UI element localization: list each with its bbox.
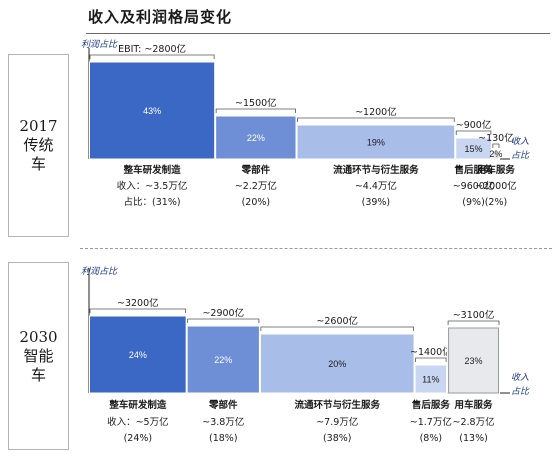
bar-value-label: 23% xyxy=(465,356,483,366)
y-axis-label: 利润占比 xyxy=(81,266,118,277)
bar-value-label: 2% xyxy=(489,149,502,159)
profit-label: ~1400亿 xyxy=(410,346,452,358)
x-axis-label: 收入 xyxy=(511,136,529,147)
bar xyxy=(447,327,500,394)
revenue-label: ~2.8万亿 xyxy=(453,416,495,428)
bar xyxy=(455,137,492,160)
category-label: 整车研发制造 xyxy=(123,164,182,176)
revenue-label: 收入：~5万亿 xyxy=(107,416,169,428)
profit-bracket xyxy=(187,318,260,323)
profit-label: ~3200亿 xyxy=(117,297,159,309)
category-label: 用车服务 xyxy=(454,399,494,411)
profit-bracket xyxy=(415,357,447,362)
profit-label: EBIT: ~2800亿 xyxy=(118,43,186,55)
revenue-share-label: 占比：(31%) xyxy=(124,196,181,208)
category-label: 流通环节与衍生服务 xyxy=(294,399,380,411)
x-axis-label: 占比 xyxy=(511,150,530,161)
bar-value-label: 15% xyxy=(465,144,483,154)
revenue-share-label: (8%) xyxy=(420,433,442,444)
profit-bracket xyxy=(455,130,492,135)
revenue-share-label: (2%) xyxy=(485,197,507,208)
x-axis-label: 收入 xyxy=(511,372,529,383)
category-label: 零部件 xyxy=(241,164,271,176)
profit-label: ~1500亿 xyxy=(235,97,277,109)
era-box-2030: 2030 智能 车 xyxy=(8,262,69,450)
bar xyxy=(296,124,456,160)
profit-bracket xyxy=(297,117,455,122)
profit-label: ~1200亿 xyxy=(355,106,397,118)
bar xyxy=(215,115,297,160)
profit-label: ~2900亿 xyxy=(202,307,244,319)
bar-value-label: 43% xyxy=(143,106,161,116)
bar-value-label: 22% xyxy=(214,355,232,365)
bar xyxy=(89,61,216,160)
revenue-share-label: (13%) xyxy=(459,433,488,444)
revenue-label: 收入：~3.5万亿 xyxy=(117,180,188,192)
bar xyxy=(186,325,260,394)
era-label: 车 xyxy=(30,365,46,384)
revenue-share-label: (20%) xyxy=(242,197,271,208)
era-box-2017: 2017 传统 车 xyxy=(8,54,69,237)
category-label: 流通环节与衍生服务 xyxy=(333,164,419,176)
bar-value-label: 20% xyxy=(328,359,346,369)
revenue-label: ~3.8万亿 xyxy=(202,416,244,428)
title-rule xyxy=(86,33,550,34)
bar-outline xyxy=(448,327,499,394)
revenue-label: ~2000亿 xyxy=(475,180,517,192)
profit-bracket xyxy=(447,320,500,325)
bar xyxy=(89,315,187,394)
category-label: 售后服务 xyxy=(412,399,451,411)
revenue-share-label: (9%) xyxy=(462,197,484,208)
bar-value-label: 19% xyxy=(367,138,385,148)
revenue-share-label: (18%) xyxy=(209,433,238,444)
profit-label: ~900亿 xyxy=(456,119,492,131)
profit-bracket xyxy=(215,108,296,113)
revenue-share-label: (39%) xyxy=(362,197,391,208)
bar xyxy=(259,333,415,394)
y-axis-label: 利润占比 xyxy=(81,39,118,50)
bar xyxy=(491,150,501,160)
era-label: 智能 xyxy=(23,346,54,365)
profit-bracket xyxy=(89,54,215,59)
profit-bracket xyxy=(492,143,500,148)
bar-value-label: 11% xyxy=(422,375,439,385)
revenue-share-label: (38%) xyxy=(323,433,352,444)
bar xyxy=(414,364,448,394)
bar-value-label: 24% xyxy=(129,350,147,360)
category-label: 售后服务 xyxy=(455,164,494,176)
profit-bracket xyxy=(89,308,187,313)
revenue-label: ~4.4万亿 xyxy=(355,180,397,192)
era-label: 传统 xyxy=(23,136,54,154)
x-axis-label: 占比 xyxy=(511,386,530,397)
era-year: 2030 xyxy=(19,327,58,346)
section-separator xyxy=(80,248,552,249)
revenue-label: ~9600亿 xyxy=(453,180,495,192)
revenue-label: ~1.7万亿 xyxy=(410,416,452,428)
revenue-label: ~2.2万亿 xyxy=(235,180,277,192)
profit-label: ~130亿 xyxy=(478,132,514,144)
profit-label: ~2600亿 xyxy=(316,315,358,327)
category-label: 整车研发制造 xyxy=(108,399,167,411)
profit-bracket xyxy=(260,326,414,331)
bar-value-label: 22% xyxy=(247,133,265,143)
revenue-share-label: (24%) xyxy=(124,433,153,444)
era-label: 车 xyxy=(30,155,46,173)
profit-label: ~3100亿 xyxy=(453,309,495,321)
page-title: 收入及利润格局变化 xyxy=(88,8,233,26)
category-label: 用车服务 xyxy=(476,164,516,176)
category-label: 零部件 xyxy=(208,399,238,411)
revenue-label: ~7.9万亿 xyxy=(316,416,358,428)
era-year: 2017 xyxy=(19,117,58,135)
